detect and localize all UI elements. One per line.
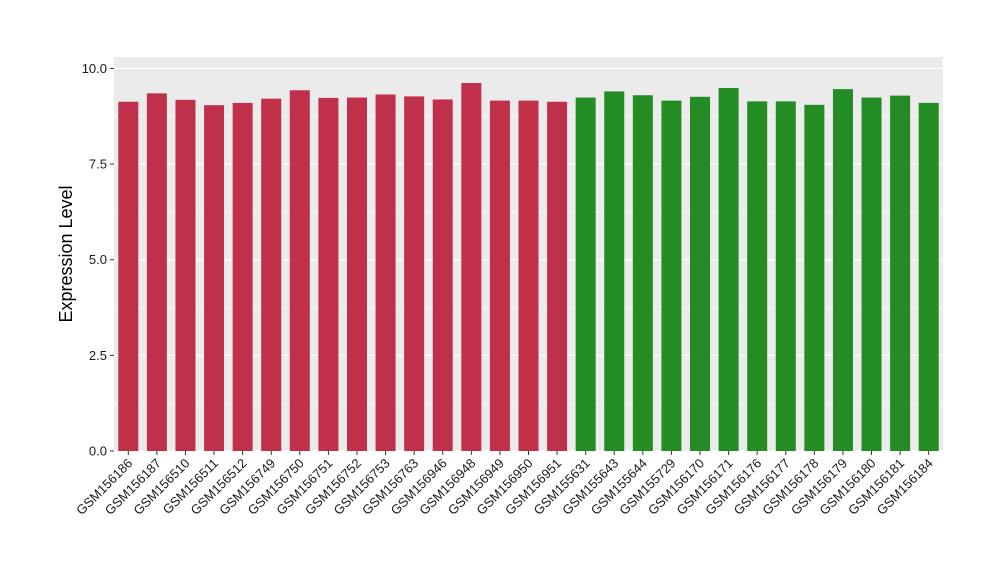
bar-GSM156186 — [118, 101, 139, 451]
bar-GSM156179 — [832, 89, 853, 451]
bar-GSM156184 — [918, 102, 939, 451]
bar-GSM156763 — [404, 96, 425, 452]
bar-GSM156176 — [747, 101, 768, 452]
bar-GSM156946 — [432, 99, 453, 451]
bar-GSM156177 — [775, 101, 796, 452]
bar-GSM156949 — [489, 100, 510, 452]
bar-GSM156510 — [175, 99, 196, 452]
bar-GSM155729 — [661, 100, 682, 452]
bar-GSM155644 — [632, 95, 653, 451]
bar-GSM156178 — [804, 104, 825, 451]
bar-GSM155631 — [575, 97, 596, 451]
bar-GSM156749 — [261, 98, 282, 452]
bars — [118, 83, 939, 452]
y-axis: 0.0 2.5 5.0 7.5 10.0 — [82, 61, 114, 459]
y-tick-label: 5.0 — [89, 252, 107, 267]
bar-GSM156951 — [547, 101, 568, 451]
bar-GSM156511 — [204, 105, 225, 451]
bar-GSM156948 — [461, 83, 482, 451]
bar-GSM156171 — [718, 87, 739, 451]
y-axis-title: Expression Level — [56, 185, 76, 322]
bar-GSM156181 — [890, 95, 911, 451]
bar-GSM156512 — [232, 102, 253, 451]
bar-GSM156170 — [690, 96, 711, 451]
y-tick-label: 10.0 — [82, 61, 107, 76]
bar-GSM155643 — [604, 91, 625, 451]
bar-GSM156753 — [375, 94, 396, 452]
y-tick-label: 7.5 — [89, 157, 107, 172]
x-axis: GSM156186GSM156187GSM156510GSM156511GSM1… — [73, 451, 936, 518]
bar-GSM156950 — [518, 100, 539, 452]
bar-GSM156750 — [289, 90, 310, 452]
bar-GSM156751 — [318, 97, 339, 451]
y-tick-label: 2.5 — [89, 348, 107, 363]
bar-GSM156752 — [346, 97, 367, 451]
y-tick-label: 0.0 — [89, 444, 107, 459]
bar-GSM156180 — [861, 97, 882, 451]
bar-GSM156187 — [146, 93, 167, 451]
